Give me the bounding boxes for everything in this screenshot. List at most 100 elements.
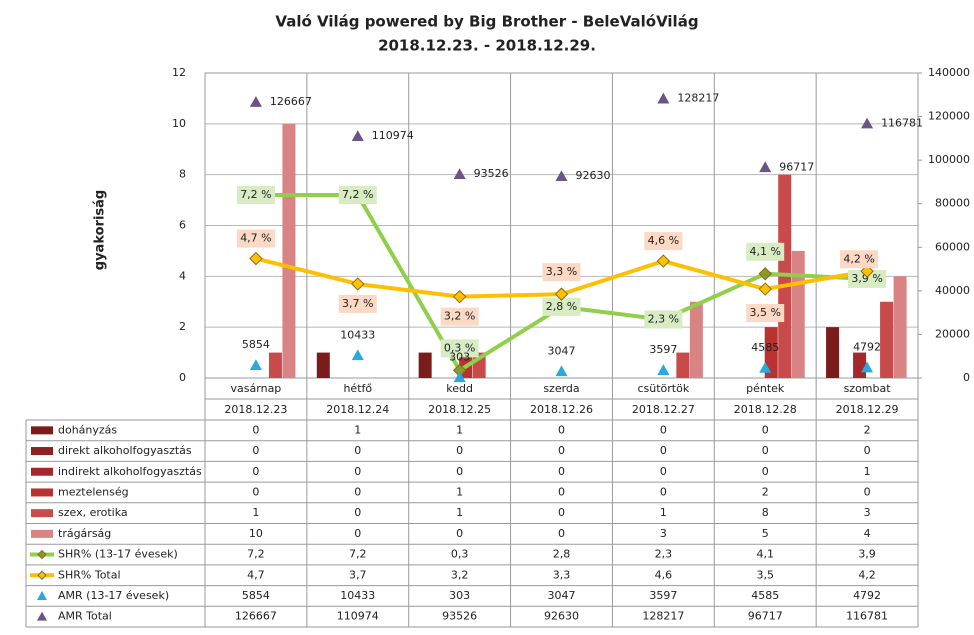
data-label: 5854 [242,338,270,351]
table-cell: 0 [660,465,667,478]
table-cell: 0 [864,444,871,457]
table-cell: 1 [354,423,361,436]
legend-label: AMR (13-17 évesek) [58,589,169,602]
table-cell: 0 [354,444,361,457]
triangle-marker [861,117,874,129]
line-marker [249,251,263,266]
table-cell: 0 [762,465,769,478]
data-label-box [644,232,683,251]
y-tick-label: 8 [179,168,186,181]
y-axis-label: gyakoriság [93,190,108,270]
table-cell: 4585 [751,589,779,602]
table-cell: 92630 [544,610,579,623]
y2-tick-label: 0 [963,371,970,384]
data-label: 4,2 % [843,252,874,265]
data-label: 4,1 % [749,245,780,258]
table-cell: 0 [456,527,463,540]
legend-key [31,488,53,497]
table-cell: 3,9 [858,548,876,561]
table-cell: 0 [252,423,259,436]
y2-tick-label: 20000 [935,327,970,340]
table-cell: 0 [660,444,667,457]
table-cell: 0 [762,423,769,436]
table-cell: 116781 [846,610,888,623]
legend-label: indirekt alkoholfogyasztás [58,465,202,478]
data-label-box [542,297,581,316]
data-label: 92630 [576,169,611,182]
table-cell: 7,2 [247,548,265,561]
legend-key [31,509,53,518]
table-cell: 0 [252,465,259,478]
data-label: 10433 [340,328,375,341]
data-label-box [542,263,581,282]
table-cell: 0 [252,444,259,457]
table-cell: 10 [249,527,263,540]
table-cell: 0 [558,527,565,540]
table-cell: 1 [456,423,463,436]
table-cell: 2,3 [655,548,673,561]
triangle-marker [759,161,772,173]
table-cell: 4,1 [756,548,774,561]
table-cell: 3,3 [553,568,571,581]
bar [268,352,282,378]
table-cell: 93526 [442,610,477,623]
table-cell: 5854 [242,589,270,602]
legend-label: AMR Total [58,610,112,623]
table-cell: 7,2 [349,548,367,561]
data-label-box [440,307,479,326]
table-cell: 4,6 [655,568,673,581]
legend-label: meztelenség [58,485,129,498]
table-cell: 4792 [853,589,881,602]
legend-label: trágárság [58,527,111,540]
table-cell: 96717 [748,610,783,623]
data-label-box [338,186,377,204]
bar [853,352,867,378]
table-cell: 0 [558,485,565,498]
bar [880,301,894,378]
data-label: 2,3 % [648,313,679,326]
table-cell: 3047 [548,589,576,602]
table-cell: 1 [660,506,667,519]
data-label-box [440,339,479,358]
table-cell: 126667 [235,610,277,623]
table-cell: 0 [558,506,565,519]
table-cell: 4,2 [858,568,876,581]
bar [826,327,840,378]
y-tick-label: 0 [179,371,186,384]
y-tick-label: 2 [179,320,186,333]
triangle-marker [555,170,568,181]
data-label: 110974 [372,129,414,142]
x-tick-date: 2018.12.24 [326,403,389,416]
y-tick-label: 4 [179,269,186,282]
table-cell: 10433 [340,589,375,602]
table-cell: 0 [354,485,361,498]
triangle-marker [657,364,670,375]
data-label: 96717 [779,160,814,173]
data-label: 3047 [548,344,576,357]
line-marker [351,277,365,291]
x-tick-label: szerda [543,382,579,395]
legend-key-marker [37,549,47,560]
line-marker [758,267,772,281]
x-tick-date: 2018.12.23 [224,403,287,416]
table-cell: 0 [558,465,565,478]
data-label: 7,2 % [342,188,373,201]
table-cell: 3,5 [756,568,774,581]
table-cell: 5 [762,527,769,540]
triangle-marker [453,168,466,180]
bar [676,352,690,378]
table-cell: 1 [864,465,871,478]
line-marker [452,289,467,304]
table-cell: 8 [762,506,769,519]
line-marker [758,282,772,296]
table-cell: 1 [456,506,463,519]
legend-key [37,611,47,621]
data-label: 4,6 % [648,234,679,247]
data-label: 128217 [677,92,719,105]
x-tick-label: kedd [446,382,473,395]
bar [316,352,330,378]
x-tick-date: 2018.12.26 [530,403,593,416]
data-label: 3597 [649,343,677,356]
triangle-marker [249,96,262,107]
